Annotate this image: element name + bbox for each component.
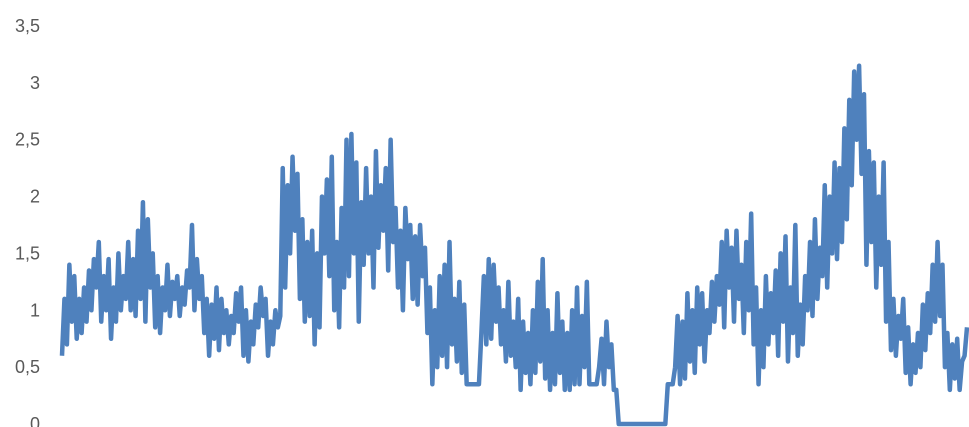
y-tick-label: 2,5 [15,130,40,150]
y-tick-label: 3 [30,73,40,93]
y-tick-label: 3,5 [15,16,40,36]
y-tick-label: 0,5 [15,357,40,377]
y-axis-tick-labels: 0 0,5 1 1,5 2 2,5 3 3,5 [15,16,40,427]
series-line-0 [59,63,969,427]
y-tick-label: 1 [30,300,40,320]
y-tick-label: 2 [30,187,40,207]
y-tick-label: 0 [30,414,40,427]
series-layer [59,63,969,427]
y-tick-label: 1,5 [15,243,40,263]
